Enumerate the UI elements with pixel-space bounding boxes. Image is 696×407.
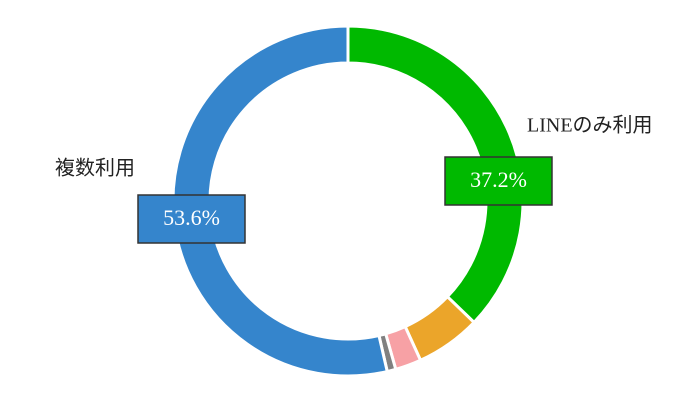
category-label: LINEのみ利用 xyxy=(527,114,653,137)
value-label: 37.2% xyxy=(470,167,527,192)
donut-segment xyxy=(346,24,525,325)
category-label: 複数利用 xyxy=(55,157,135,180)
donut-segment xyxy=(171,24,390,378)
value-label-box xyxy=(137,194,246,244)
value-label: 53.6% xyxy=(163,205,220,230)
value-label-box xyxy=(444,156,553,206)
